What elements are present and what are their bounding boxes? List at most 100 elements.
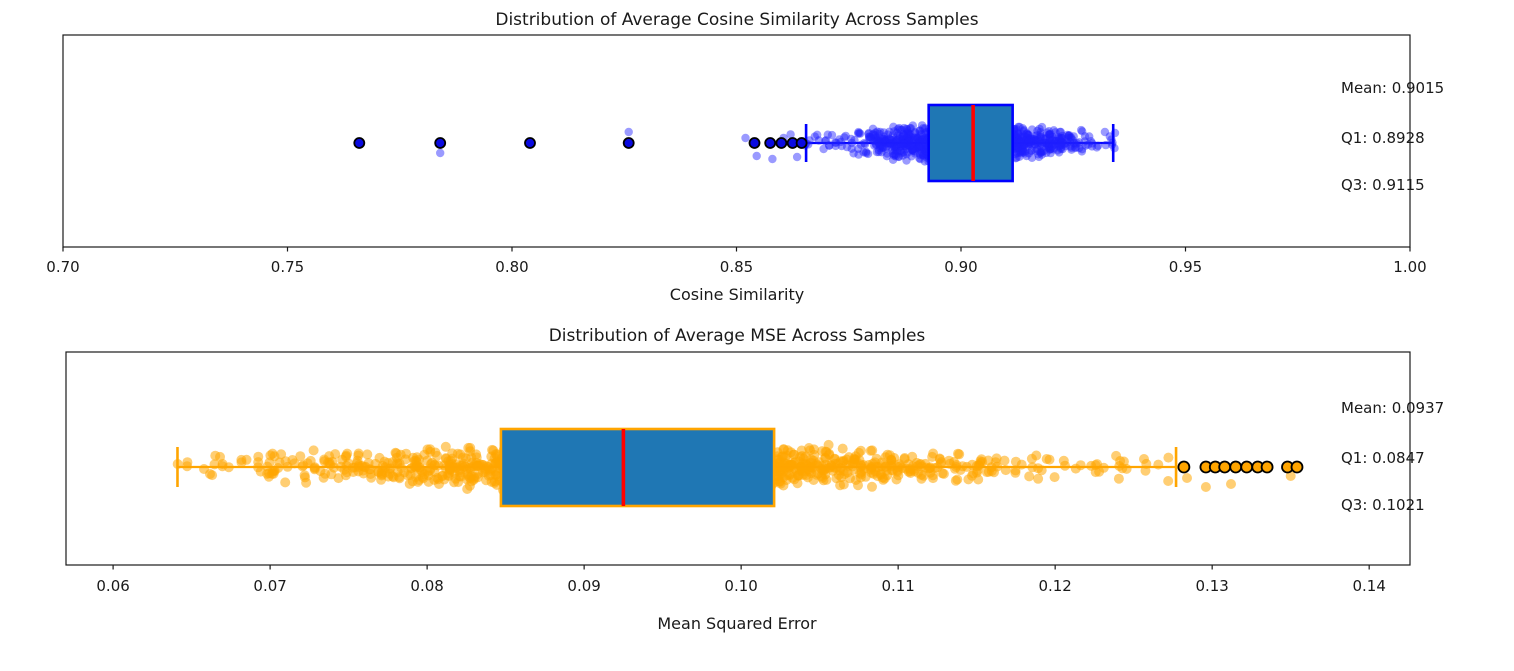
scatter-point — [1023, 130, 1033, 140]
scatter-point — [916, 144, 925, 153]
scatter-point — [821, 136, 831, 145]
scatter-point — [1031, 450, 1042, 461]
scatter-point — [894, 123, 904, 133]
scatter-point — [891, 142, 900, 152]
scatter-point — [895, 132, 905, 141]
scatter-point — [842, 142, 852, 152]
scatter-point — [871, 131, 880, 140]
scatter-point — [917, 121, 927, 130]
scatter-point — [1015, 148, 1024, 157]
scatter-point — [916, 143, 925, 152]
scatter-point — [864, 129, 873, 139]
scatter-point — [899, 148, 908, 157]
outlier-point — [1290, 460, 1304, 474]
scatter-point — [1016, 140, 1025, 149]
scatter-point — [819, 144, 828, 154]
scatter-point — [1018, 145, 1027, 154]
scatter-point — [885, 127, 894, 136]
scatter-point — [910, 136, 919, 145]
scatter-point — [1013, 134, 1023, 143]
scatter-point — [875, 140, 884, 149]
scatter-point — [274, 457, 285, 468]
scatter-point — [1070, 463, 1081, 474]
scatter-point — [209, 459, 220, 470]
scatter-point — [1067, 133, 1076, 142]
scatter-point — [896, 147, 905, 156]
scatter-point — [893, 132, 902, 141]
scatter-point — [1048, 132, 1057, 142]
scatter-point — [878, 142, 887, 151]
scatter-point — [883, 149, 892, 158]
outlier-point — [764, 137, 777, 149]
scatter-point — [481, 475, 492, 486]
scatter-point — [892, 135, 901, 145]
scatter-point — [1163, 452, 1174, 463]
scatter-point — [1024, 135, 1034, 144]
annotation-q1-cosine: Q1: 0.8928 — [1341, 129, 1425, 147]
scatter-point — [472, 461, 483, 471]
scatter-point — [863, 149, 873, 159]
scatter-point — [1025, 140, 1034, 149]
scatter-point — [874, 138, 884, 147]
scatter-point — [918, 135, 927, 144]
scatter-point — [876, 144, 885, 153]
scatter-point — [1046, 129, 1055, 139]
scatter-point — [309, 462, 320, 473]
scatter-point — [395, 449, 406, 460]
scatter-point — [394, 472, 405, 482]
scatter-point — [1036, 148, 1046, 158]
scatter-point — [919, 145, 929, 154]
scatter-point — [491, 479, 502, 490]
scatter-point — [1064, 131, 1073, 140]
scatter-point — [849, 149, 858, 158]
scatter-point — [1046, 144, 1055, 154]
scatter-point — [1020, 149, 1030, 158]
axes-frame — [65, 351, 1411, 566]
scatter-point — [837, 141, 846, 151]
scatter-point — [817, 446, 828, 457]
scatter-point — [1012, 133, 1022, 143]
scatter-point — [1027, 134, 1036, 144]
scatter-point — [847, 144, 856, 153]
scatter-point — [881, 137, 891, 146]
scatter-point-stray — [1200, 482, 1211, 492]
scatter-point — [854, 127, 863, 137]
scatter-point — [889, 138, 898, 148]
scatter-point — [853, 480, 863, 491]
scatter-point — [1087, 142, 1097, 151]
outlier-point — [524, 137, 536, 149]
scatter-point — [1080, 137, 1090, 146]
scatter-point — [915, 149, 925, 158]
scatter-point — [1063, 130, 1072, 140]
scatter-point-stray — [624, 127, 633, 137]
scatter-point — [1016, 144, 1025, 154]
scatter-point — [1055, 127, 1065, 137]
scatter-point — [899, 141, 908, 150]
scatter-point — [1041, 138, 1050, 147]
scatter-point — [920, 145, 930, 154]
scatter-point — [898, 132, 907, 141]
scatter-point — [1045, 130, 1054, 139]
scatter-point — [911, 142, 921, 152]
scatter-point — [1057, 141, 1066, 150]
scatter-point — [904, 130, 914, 139]
scatter-point — [886, 135, 896, 145]
scatter-point — [1023, 135, 1033, 145]
x-axis-ticks: 0.70 0.75 0.80 0.85 0.90 0.95 1.00 — [46, 247, 1427, 276]
scatter-point-stray — [752, 151, 761, 161]
scatter-point — [873, 135, 882, 145]
scatter-point — [799, 463, 810, 474]
outlier-point — [1229, 460, 1243, 474]
scatter-point — [1056, 143, 1066, 152]
scatter-point — [901, 141, 910, 151]
scatter-point — [319, 454, 330, 465]
tick-label: 0.75 — [271, 258, 304, 276]
scatter-point — [1113, 473, 1124, 484]
tick-label: 0.10 — [724, 577, 757, 595]
scatter-point — [1041, 133, 1050, 143]
scatter-point — [253, 451, 264, 462]
scatter-point — [1034, 135, 1043, 144]
scatter-point — [1035, 124, 1044, 134]
scatter-point — [919, 136, 929, 146]
scatter-point — [1121, 463, 1132, 474]
